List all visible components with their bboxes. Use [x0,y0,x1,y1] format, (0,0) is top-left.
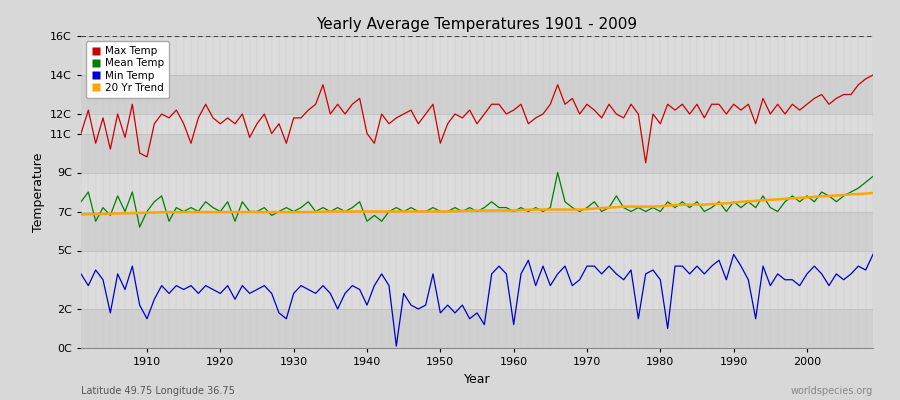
Bar [81,250,873,309]
Bar [81,134,873,172]
Y-axis label: Temperature: Temperature [32,152,44,232]
X-axis label: Year: Year [464,372,490,386]
Bar [81,114,873,134]
Text: worldspecies.org: worldspecies.org [791,386,873,396]
Text: Latitude 49.75 Longitude 36.75: Latitude 49.75 Longitude 36.75 [81,386,235,396]
Bar [81,75,873,114]
Bar [81,172,873,212]
Bar [81,309,873,348]
Legend: Max Temp, Mean Temp, Min Temp, 20 Yr Trend: Max Temp, Mean Temp, Min Temp, 20 Yr Tre… [86,41,169,98]
Bar [81,212,873,250]
Title: Yearly Average Temperatures 1901 - 2009: Yearly Average Temperatures 1901 - 2009 [317,17,637,32]
Bar [81,36,873,75]
